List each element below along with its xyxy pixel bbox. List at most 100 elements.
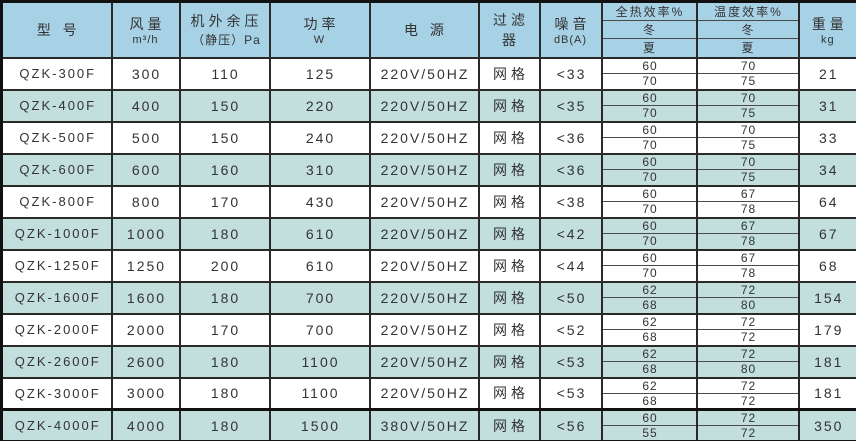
cell-noise: <36: [538, 120, 603, 155]
table-row-summer-half: 70 75: [2, 169, 856, 187]
cell-airflow: 300: [110, 56, 181, 91]
cell-heat-efficiency-summer: 70: [600, 73, 698, 91]
col-header-airflow: 风量 m³/h: [110, 0, 181, 59]
cell-heat-efficiency-winter: 60: [600, 248, 698, 266]
cell-model: QZK-1000F: [0, 216, 113, 251]
cell-heat-efficiency-winter: 60: [600, 184, 698, 202]
table-row: QZK-1250F 1250 200 610 220V/50HZ 网格 <44 …: [0, 248, 856, 283]
cell-airflow: 800: [110, 184, 181, 219]
cell-temp-efficiency-summer: 78: [695, 233, 800, 251]
col-header-supply: 电 源: [368, 0, 480, 59]
cell-heat-efficiency-winter: 60: [600, 216, 698, 234]
cell-power-supply: 220V/50HZ: [368, 56, 480, 91]
table-row-summer-half: 70 75: [2, 137, 856, 155]
table-row-summer-half: 70 75: [2, 105, 856, 123]
table-row-summer-half: 68 72: [2, 329, 856, 347]
weight-unit: kg: [820, 33, 835, 46]
cell-power-supply: 220V/50HZ: [368, 152, 480, 187]
heat-summer-label: 夏: [600, 38, 698, 59]
table-row-summer-half: 55 72: [2, 425, 856, 441]
table-row: QZK-3000F 3000 180 1100 220V/50HZ 网格 <53…: [0, 376, 856, 411]
cell-temp-efficiency-winter: 70: [695, 56, 800, 74]
cell-power-supply: 220V/50HZ: [368, 280, 480, 315]
cell-weight: 179: [797, 312, 856, 347]
cell-power: 430: [268, 184, 371, 219]
cell-power-supply: 220V/50HZ: [368, 88, 480, 123]
cell-pressure: 180: [178, 376, 271, 411]
cell-power: 1100: [268, 376, 371, 411]
cell-pressure: 180: [178, 344, 271, 379]
cell-temp-efficiency-summer: 75: [695, 105, 800, 123]
cell-airflow: 500: [110, 120, 181, 155]
weight-label: 重量: [811, 15, 848, 32]
cell-temp-efficiency-summer: 72: [695, 425, 800, 441]
cell-heat-efficiency-winter: 60: [600, 152, 698, 170]
cell-noise: <42: [538, 216, 603, 251]
pressure-unit: （静压）Pa: [192, 33, 261, 48]
cell-noise: <33: [538, 56, 603, 91]
cell-temp-efficiency-summer: 75: [695, 169, 800, 187]
cell-filter: 网格: [477, 184, 541, 219]
table-row: QZK-1000F 1000 180 610 220V/50HZ 网格 <42 …: [0, 216, 856, 251]
cell-noise: <53: [538, 344, 603, 379]
cell-power-supply: 220V/50HZ: [368, 344, 480, 379]
cell-temp-efficiency-summer: 72: [695, 329, 800, 347]
table-row: QZK-2600F 2600 180 1100 220V/50HZ 网格 <53…: [0, 344, 856, 379]
airflow-unit: m³/h: [132, 33, 159, 46]
cell-airflow: 1000: [110, 216, 181, 251]
power-label: 功率: [303, 15, 340, 32]
cell-power-supply: 220V/50HZ: [368, 184, 480, 219]
cell-heat-efficiency-winter: 60: [600, 88, 698, 106]
cell-temp-efficiency-winter: 70: [695, 88, 800, 106]
cell-model: QZK-800F: [0, 184, 113, 219]
cell-heat-efficiency-winter: 60: [600, 56, 698, 74]
cell-model: QZK-2000F: [0, 312, 113, 347]
cell-heat-efficiency-winter: 60: [600, 408, 698, 426]
table-header: 型 号 风量 m³/h 机外余压 （静压）Pa 功率 W 电 源 过滤 器: [0, 0, 856, 59]
col-header-filter: 过滤 器: [477, 0, 541, 59]
cell-noise: <52: [538, 312, 603, 347]
cell-pressure: 150: [178, 88, 271, 123]
cell-noise: <36: [538, 152, 603, 187]
cell-weight: 34: [797, 152, 856, 187]
cell-heat-efficiency-summer: 68: [600, 329, 698, 347]
table-row-summer-half: 68 80: [2, 297, 856, 315]
cell-heat-efficiency-winter: 62: [600, 312, 698, 330]
cell-weight: 64: [797, 184, 856, 219]
cell-temp-efficiency-winter: 72: [695, 312, 800, 330]
cell-heat-efficiency-summer: 68: [600, 297, 698, 315]
cell-temp-efficiency-summer: 80: [695, 297, 800, 315]
cell-temp-efficiency-summer: 78: [695, 265, 800, 283]
cell-temp-efficiency-winter: 67: [695, 184, 800, 202]
table-row-summer-half: 68 72: [2, 393, 856, 411]
cell-filter: 网格: [477, 376, 541, 411]
col-header-temp-efficiency: 温度效率%: [695, 0, 800, 21]
cell-pressure: 170: [178, 312, 271, 347]
cell-pressure: 160: [178, 152, 271, 187]
cell-weight: 350: [797, 408, 856, 441]
temp-summer-label: 夏: [695, 38, 800, 59]
power-unit: W: [313, 33, 326, 46]
cell-filter: 网格: [477, 312, 541, 347]
filter-label-line2: 器: [502, 31, 520, 48]
table-row: QZK-300F 300 110 125 220V/50HZ 网格 <33 60…: [0, 56, 856, 91]
cell-airflow: 2600: [110, 344, 181, 379]
table-row-summer-half: 70 78: [2, 201, 856, 219]
cell-filter: 网格: [477, 248, 541, 283]
cell-airflow: 3000: [110, 376, 181, 411]
cell-heat-efficiency-summer: 70: [600, 169, 698, 187]
cell-temp-efficiency-summer: 80: [695, 361, 800, 379]
table-row: QZK-400F 400 150 220 220V/50HZ 网格 <35 60…: [0, 88, 856, 123]
cell-heat-efficiency-winter: 62: [600, 280, 698, 298]
cell-power: 310: [268, 152, 371, 187]
cell-pressure: 170: [178, 184, 271, 219]
col-header-pressure: 机外余压 （静压）Pa: [178, 0, 271, 59]
cell-power-supply: 220V/50HZ: [368, 312, 480, 347]
cell-model: QZK-400F: [0, 88, 113, 123]
cell-model: QZK-3000F: [0, 376, 113, 411]
cell-temp-efficiency-winter: 67: [695, 216, 800, 234]
airflow-label: 风量: [129, 15, 166, 32]
cell-weight: 31: [797, 88, 856, 123]
